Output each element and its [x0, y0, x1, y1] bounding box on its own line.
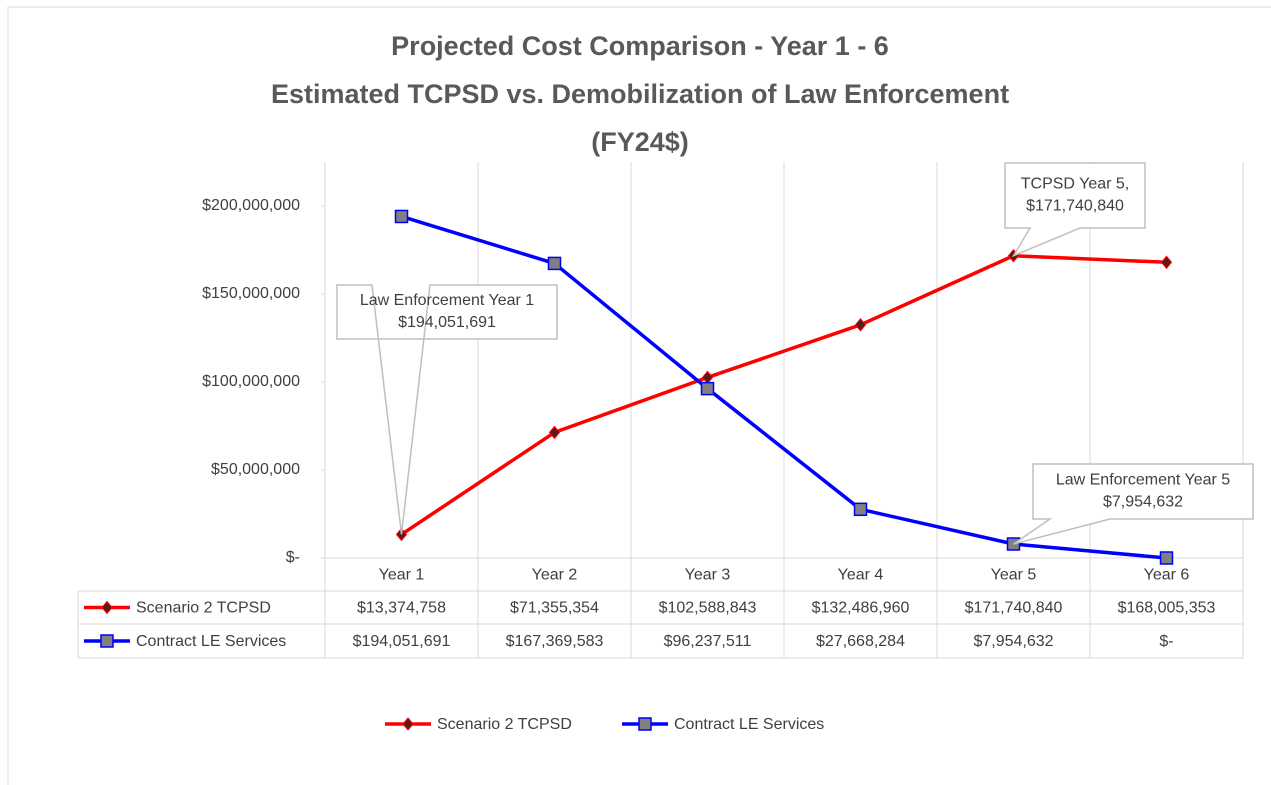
- data-point: [853, 502, 868, 517]
- annotation-text: TCPSD Year 5,: [1021, 176, 1130, 193]
- y-tick-label: $100,000,000: [202, 373, 300, 390]
- data-point: [1159, 551, 1174, 565]
- table-legend-marker: [101, 600, 113, 615]
- table-cell: $102,588,843: [659, 600, 757, 617]
- legend-marker: [638, 717, 652, 731]
- annotation-text: Law Enforcement Year 1: [360, 292, 534, 309]
- table-legend-marker: [100, 634, 114, 648]
- series-line: [400, 214, 1167, 560]
- x-tick-label: Year 4: [838, 567, 884, 584]
- x-tick-label: Year 3: [685, 567, 731, 584]
- annotation-text: $7,954,632: [1103, 494, 1183, 511]
- legend-marker: [402, 717, 414, 731]
- table-cell: $7,954,632: [973, 633, 1053, 650]
- table-cell: $194,051,691: [353, 633, 451, 650]
- legend-label: Scenario 2 TCPSD: [437, 716, 572, 733]
- callout: [336, 284, 558, 535]
- annotation-text: $194,051,691: [398, 314, 496, 331]
- x-tick-label: Year 1: [379, 567, 425, 584]
- data-point: [700, 381, 715, 396]
- annotation-text: Law Enforcement Year 5: [1056, 472, 1230, 489]
- chart-title: (FY24$): [591, 127, 689, 157]
- table-cell: $-: [1159, 633, 1173, 650]
- chart-border: [7, 6, 1271, 785]
- data-point: [548, 425, 561, 440]
- y-tick-label: $150,000,000: [202, 285, 300, 302]
- chart-title: Estimated TCPSD vs. Demobilization of La…: [271, 79, 1009, 109]
- table-cell: $27,668,284: [816, 633, 905, 650]
- data-point: [547, 256, 562, 271]
- table-cell: $167,369,583: [506, 633, 604, 650]
- table-cell: $13,374,758: [357, 600, 446, 617]
- y-tick-label: $50,000,000: [211, 461, 300, 478]
- series-line: [400, 253, 1167, 536]
- x-tick-label: Year 5: [991, 567, 1037, 584]
- chart-title: Projected Cost Comparison - Year 1 - 6: [391, 31, 889, 61]
- table-row-label: Contract LE Services: [136, 633, 286, 650]
- callout: [1013, 463, 1254, 545]
- y-tick-label: $-: [286, 549, 300, 566]
- callout: [1004, 162, 1146, 258]
- x-tick-label: Year 6: [1144, 567, 1190, 584]
- table-cell: $168,005,353: [1118, 600, 1216, 617]
- table-cell: $96,237,511: [664, 633, 752, 650]
- data-point: [1160, 255, 1173, 270]
- table-cell: $171,740,840: [965, 600, 1063, 617]
- legend-label: Contract LE Services: [674, 716, 824, 733]
- x-tick-label: Year 2: [532, 567, 578, 584]
- table-cell: $132,486,960: [812, 600, 910, 617]
- annotation-text: $171,740,840: [1026, 198, 1124, 215]
- table-row-label: Scenario 2 TCPSD: [136, 600, 271, 617]
- data-point: [854, 318, 867, 332]
- table-cell: $71,355,354: [510, 600, 599, 617]
- data-point: [394, 209, 409, 224]
- y-tick-label: $200,000,000: [202, 197, 300, 214]
